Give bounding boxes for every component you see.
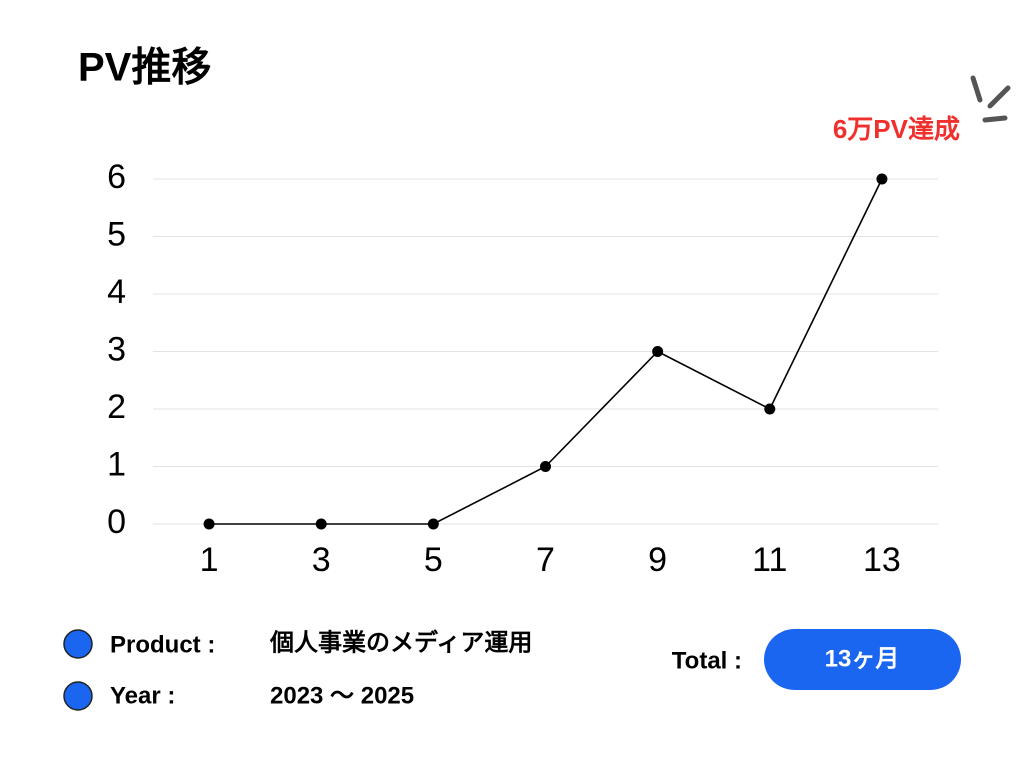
x-tick-label: 9 (648, 541, 667, 579)
data-point (203, 518, 215, 530)
x-tick-label: 7 (536, 541, 555, 579)
x-tick-label: 5 (424, 541, 443, 579)
info-label: Total : (672, 647, 742, 674)
data-point (427, 518, 439, 530)
info-label: Product : (110, 631, 215, 658)
info-label: Year : (110, 682, 175, 709)
y-tick-label: 1 (107, 445, 126, 483)
y-tick-label: 0 (107, 503, 126, 541)
total-pill (764, 629, 961, 690)
bullet (63, 681, 93, 711)
bullet (63, 629, 93, 659)
y-tick-label: 5 (107, 215, 126, 253)
burst (970, 75, 1011, 123)
x-tick-label: 11 (752, 541, 787, 579)
data-point (540, 461, 551, 472)
total-value: 13ヶ月 (825, 645, 900, 672)
data-point (876, 173, 888, 185)
info-value: 個人事業のメディア運用 (269, 628, 532, 656)
y-tick-label: 6 (107, 158, 126, 196)
data-point (315, 518, 327, 530)
data-point (764, 403, 776, 415)
x-tick-label: 3 (312, 541, 331, 579)
x-tick-label: 13 (863, 541, 901, 579)
data-point (652, 346, 664, 357)
y-tick-label: 4 (107, 273, 126, 311)
annotation: 6万PV達成 (833, 114, 960, 144)
y-tick-label: 3 (107, 330, 126, 368)
chart-title: PV推移 (78, 46, 211, 90)
y-tick-label: 2 (107, 388, 126, 426)
info-value: 2023 〜 2025 (270, 682, 414, 709)
x-tick-label: 1 (200, 541, 219, 579)
